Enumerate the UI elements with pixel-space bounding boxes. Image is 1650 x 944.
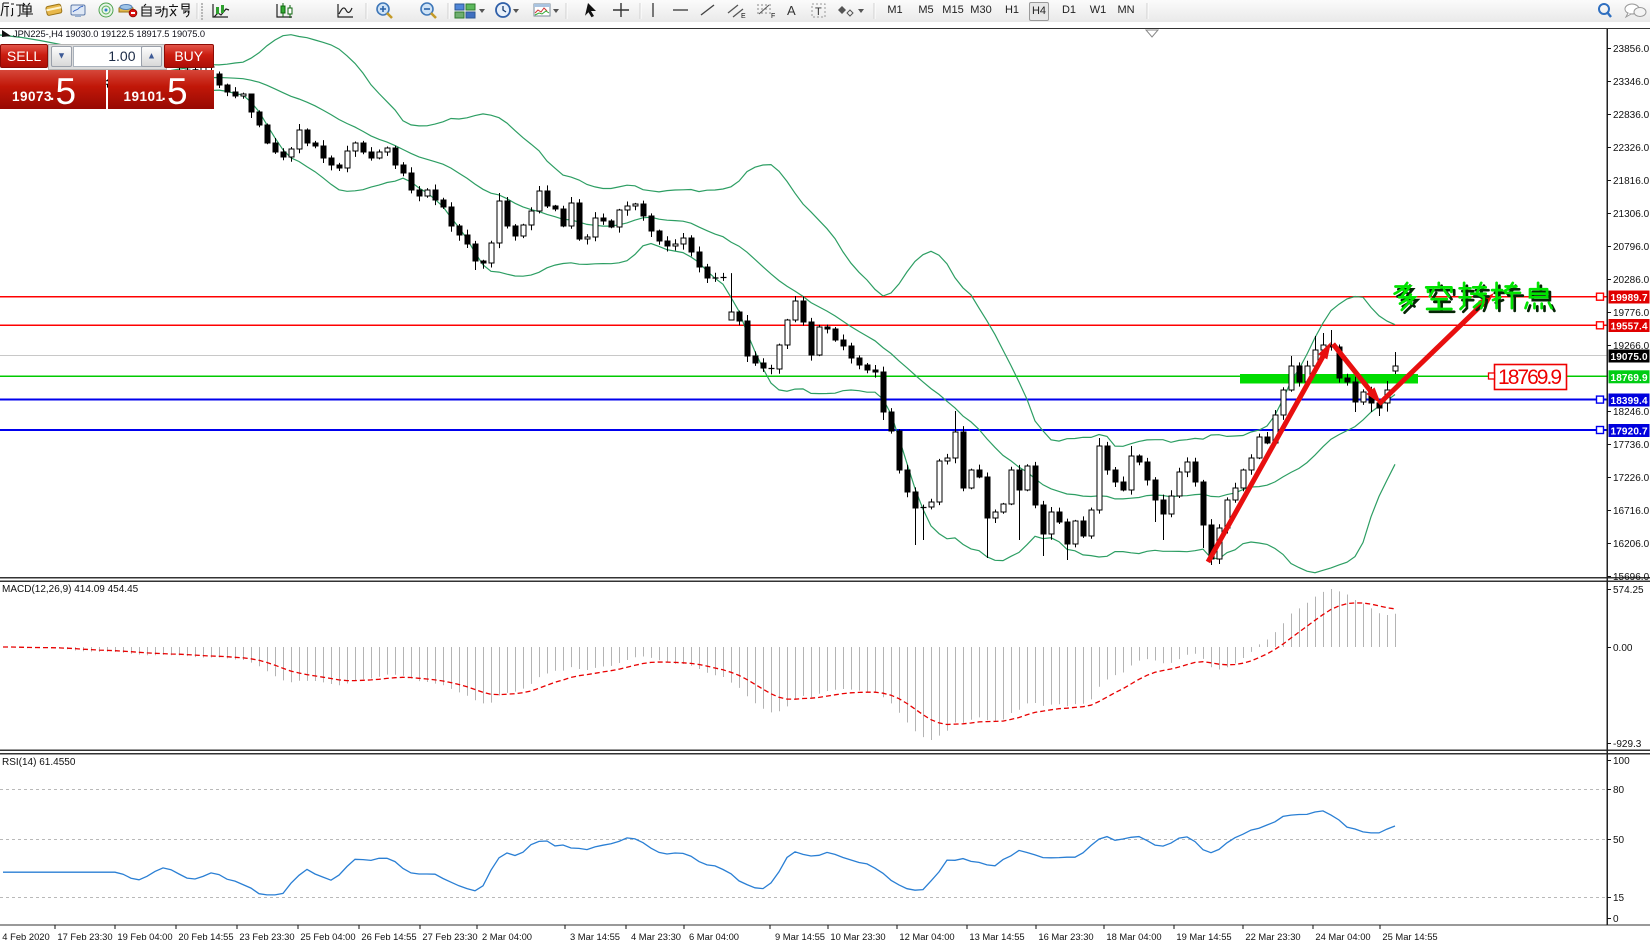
svg-text:19 Feb 04:00: 19 Feb 04:00 bbox=[117, 931, 172, 942]
svg-text:15: 15 bbox=[1613, 893, 1625, 904]
svg-text:18399.4: 18399.4 bbox=[1611, 396, 1648, 407]
svg-text:21816.0: 21816.0 bbox=[1613, 176, 1650, 187]
svg-text:22836.0: 22836.0 bbox=[1613, 110, 1650, 121]
svg-text:0: 0 bbox=[1613, 914, 1619, 925]
svg-text:17736.0: 17736.0 bbox=[1613, 440, 1650, 451]
svg-text:2 Mar 04:00: 2 Mar 04:00 bbox=[482, 931, 532, 942]
svg-text:23 Feb 23:30: 23 Feb 23:30 bbox=[239, 931, 294, 942]
svg-text:18769.9: 18769.9 bbox=[1498, 366, 1562, 389]
svg-text:6 Mar 04:00: 6 Mar 04:00 bbox=[689, 931, 739, 942]
svg-text:25 Feb 04:00: 25 Feb 04:00 bbox=[300, 931, 355, 942]
svg-text:18246.0: 18246.0 bbox=[1613, 407, 1650, 418]
svg-text:15696.0: 15696.0 bbox=[1613, 572, 1650, 583]
svg-text:18 Mar 04:00: 18 Mar 04:00 bbox=[1106, 931, 1161, 942]
svg-text:19075.0: 19075.0 bbox=[1611, 352, 1648, 363]
svg-text:26 Feb 14:55: 26 Feb 14:55 bbox=[361, 931, 416, 942]
svg-text:20286.0: 20286.0 bbox=[1613, 275, 1650, 286]
svg-text:24 Mar 04:00: 24 Mar 04:00 bbox=[1315, 931, 1370, 942]
svg-text:16206.0: 16206.0 bbox=[1613, 539, 1650, 550]
svg-text:100: 100 bbox=[1613, 756, 1630, 767]
svg-text:12 Mar 04:00: 12 Mar 04:00 bbox=[899, 931, 954, 942]
svg-text:25 Mar 14:55: 25 Mar 14:55 bbox=[1382, 931, 1437, 942]
svg-text:19989.7: 19989.7 bbox=[1611, 293, 1648, 304]
svg-text:80: 80 bbox=[1613, 785, 1625, 796]
svg-text:574.25: 574.25 bbox=[1613, 585, 1644, 596]
svg-text:16 Mar 23:30: 16 Mar 23:30 bbox=[1038, 931, 1093, 942]
svg-text:RSI(14) 61.4550: RSI(14) 61.4550 bbox=[2, 757, 76, 768]
svg-text:19557.4: 19557.4 bbox=[1611, 322, 1648, 333]
svg-text:JPN225-,H4 19030.0 19122.5 18: JPN225-,H4 19030.0 19122.5 18917.5 19075… bbox=[13, 29, 205, 39]
svg-text:19266.0: 19266.0 bbox=[1613, 341, 1650, 352]
svg-text:20 Feb 14:55: 20 Feb 14:55 bbox=[178, 931, 233, 942]
svg-text:17 Feb 23:30: 17 Feb 23:30 bbox=[57, 931, 112, 942]
svg-text:T: T bbox=[815, 6, 822, 18]
svg-text:MACD(12,26,9) 414.09 454.45: MACD(12,26,9) 414.09 454.45 bbox=[2, 584, 139, 595]
svg-text:E: E bbox=[741, 13, 746, 20]
svg-text:22 Mar 23:30: 22 Mar 23:30 bbox=[1245, 931, 1300, 942]
svg-text:10 Mar 23:30: 10 Mar 23:30 bbox=[830, 931, 885, 942]
svg-text:13 Mar 14:55: 13 Mar 14:55 bbox=[969, 931, 1024, 942]
svg-text:50: 50 bbox=[1613, 835, 1625, 846]
svg-text:17226.0: 17226.0 bbox=[1613, 473, 1650, 484]
svg-text:17920.7: 17920.7 bbox=[1611, 427, 1648, 438]
svg-text:19776.0: 19776.0 bbox=[1613, 308, 1650, 319]
svg-text:4 Mar 23:30: 4 Mar 23:30 bbox=[631, 931, 681, 942]
svg-text:18769.9: 18769.9 bbox=[1611, 373, 1648, 384]
svg-text:22326.0: 22326.0 bbox=[1613, 143, 1650, 154]
svg-text:23856.0: 23856.0 bbox=[1613, 44, 1650, 55]
svg-text:27 Feb 23:30: 27 Feb 23:30 bbox=[422, 931, 477, 942]
svg-text:3 Mar 14:55: 3 Mar 14:55 bbox=[570, 931, 620, 942]
svg-text:23346.0: 23346.0 bbox=[1613, 77, 1650, 88]
svg-text:19 Mar 14:55: 19 Mar 14:55 bbox=[1176, 931, 1231, 942]
svg-text:9 Mar 14:55: 9 Mar 14:55 bbox=[775, 931, 825, 942]
svg-text:4 Feb 2020: 4 Feb 2020 bbox=[2, 931, 49, 942]
svg-text:21306.0: 21306.0 bbox=[1613, 209, 1650, 220]
svg-text:F: F bbox=[771, 13, 775, 20]
svg-text:A: A bbox=[787, 3, 796, 18]
svg-text:20796.0: 20796.0 bbox=[1613, 242, 1650, 253]
svg-text:-929.3: -929.3 bbox=[1613, 739, 1642, 750]
svg-text:16716.0: 16716.0 bbox=[1613, 506, 1650, 517]
svg-text:0.00: 0.00 bbox=[1613, 643, 1633, 654]
